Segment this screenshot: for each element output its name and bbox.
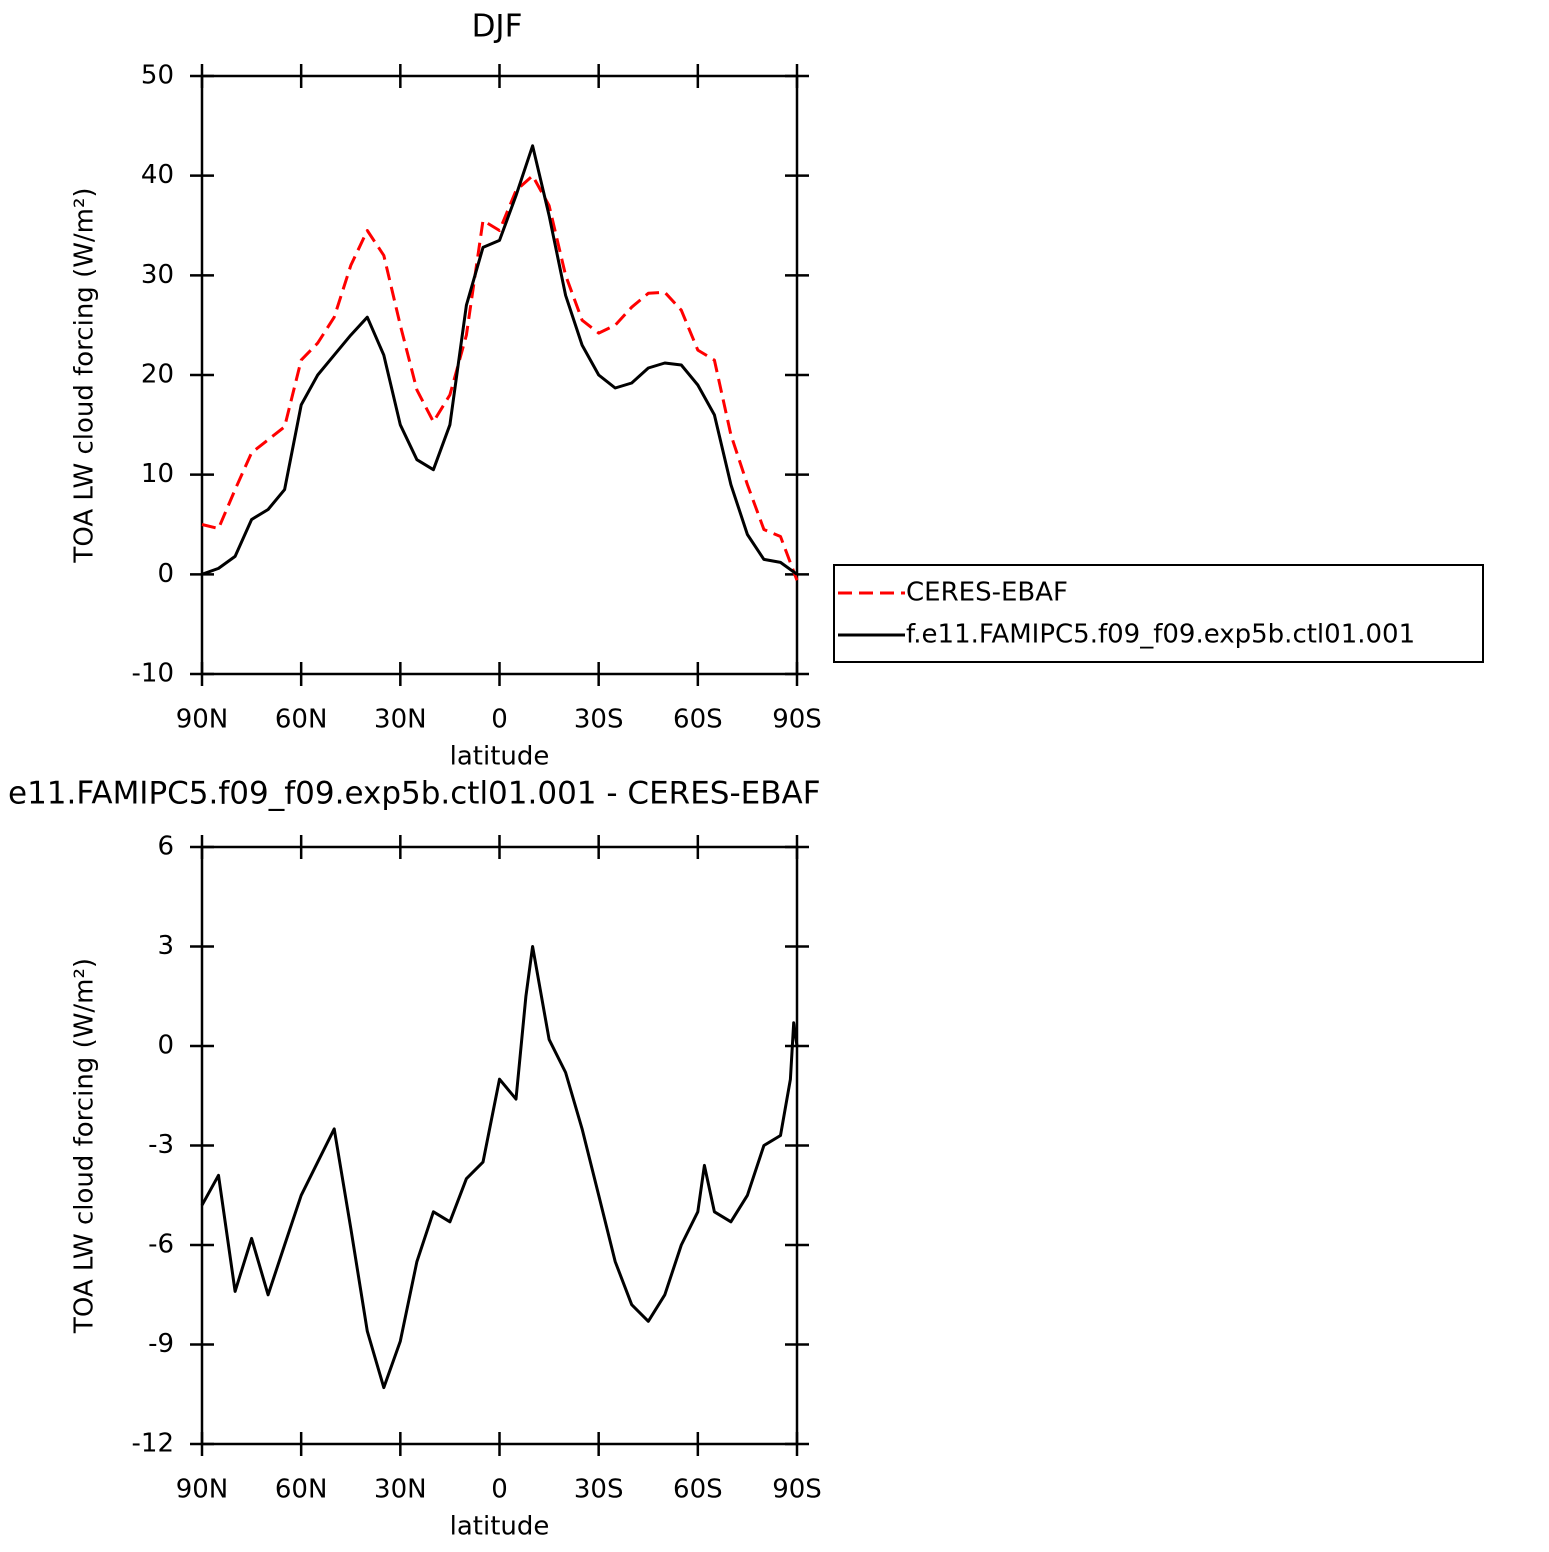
x-tick-label: 90S bbox=[772, 1475, 822, 1505]
y-axis-label: TOA LW cloud forcing (W/m²) bbox=[70, 187, 100, 563]
plot-frame bbox=[200, 845, 799, 1446]
y-tick-label: 6 bbox=[157, 832, 174, 862]
y-tick-label: -12 bbox=[132, 1429, 174, 1459]
x-tick-label: 30N bbox=[374, 705, 427, 735]
y-tick-label: 0 bbox=[157, 559, 174, 589]
data-line bbox=[201, 174, 799, 581]
y-tick-label: 3 bbox=[157, 931, 174, 961]
y-tick-label: -6 bbox=[148, 1230, 174, 1260]
y-tick-label: 50 bbox=[141, 61, 174, 91]
data-line bbox=[200, 945, 799, 1390]
chart-title: e11.FAMIPC5.f09_f09.exp5b.ctl01.001 - CE… bbox=[8, 776, 821, 812]
x-tick-label: 30S bbox=[574, 1475, 624, 1505]
plot-frame bbox=[200, 74, 799, 676]
chart-title: DJF bbox=[472, 9, 523, 45]
x-tick-label: 60N bbox=[275, 1475, 328, 1505]
legend-label: f.e11.FAMIPC5.f09_f09.exp5b.ctl01.001 bbox=[906, 620, 1415, 650]
legend-label: CERES-EBAF bbox=[906, 578, 1068, 608]
y-axis-label: TOA LW cloud forcing (W/m²) bbox=[70, 958, 100, 1334]
x-tick-label: 0 bbox=[491, 705, 508, 735]
data-line bbox=[201, 144, 798, 576]
x-tick-label: 90N bbox=[176, 705, 229, 735]
y-tick-label: 30 bbox=[141, 260, 174, 290]
x-tick-label: 30N bbox=[374, 1475, 427, 1505]
x-tick-label: 90S bbox=[772, 705, 822, 735]
x-tick-label: 30S bbox=[574, 705, 624, 735]
y-tick-label: 10 bbox=[141, 459, 174, 489]
y-tick-label: -9 bbox=[148, 1329, 174, 1359]
x-axis-label: latitude bbox=[450, 742, 550, 772]
y-tick-label: -3 bbox=[148, 1130, 174, 1160]
x-axis-label: latitude bbox=[450, 1512, 550, 1542]
y-tick-label: 0 bbox=[157, 1031, 174, 1061]
x-tick-label: 60N bbox=[275, 705, 328, 735]
x-tick-label: 0 bbox=[491, 1475, 508, 1505]
x-tick-label: 60S bbox=[673, 705, 723, 735]
x-tick-label: 90N bbox=[176, 1475, 229, 1505]
x-tick-label: 60S bbox=[673, 1475, 723, 1505]
y-tick-label: 40 bbox=[141, 160, 174, 190]
y-tick-label: -10 bbox=[132, 659, 174, 689]
legend-box bbox=[833, 564, 1484, 663]
y-tick-label: 20 bbox=[141, 360, 174, 390]
